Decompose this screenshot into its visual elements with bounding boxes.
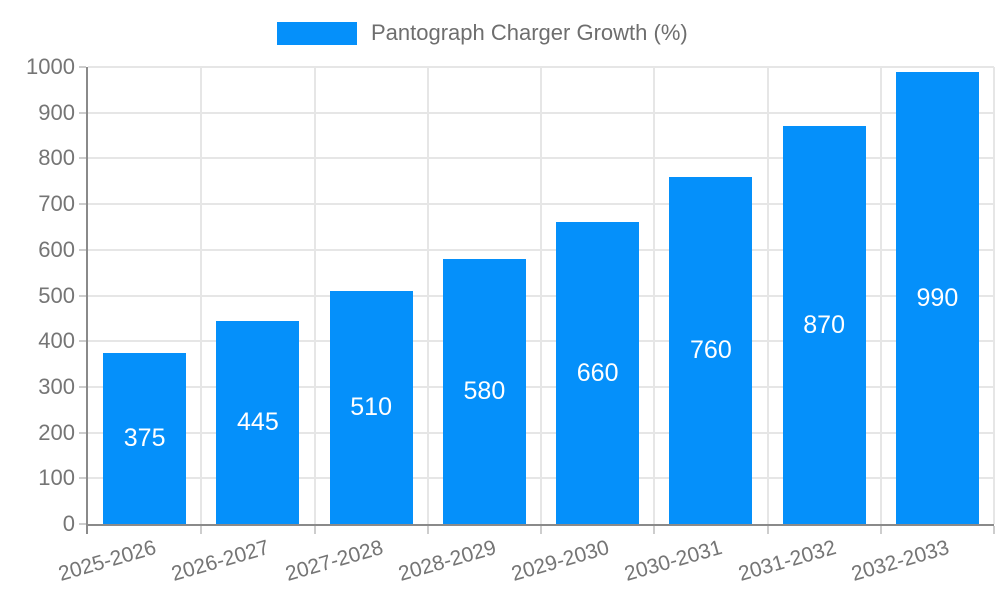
- bar-value-label: 760: [690, 336, 732, 365]
- bar-value-label: 990: [916, 283, 959, 312]
- x-axis-label: 2028-2029: [395, 536, 499, 586]
- legend-swatch: [277, 21, 357, 45]
- bar-2026-2027[interactable]: [216, 320, 300, 524]
- bar-value-label: 445: [237, 408, 279, 437]
- x-axis-label: 2026-2027: [169, 536, 273, 586]
- y-axis-tick: [79, 477, 86, 480]
- y-axis-tick-label: 400: [38, 328, 75, 354]
- y-axis-tick: [79, 340, 86, 343]
- y-axis-tick-label: 800: [38, 145, 75, 171]
- y-axis-tick: [79, 157, 86, 160]
- y-axis-tick: [79, 203, 86, 206]
- y-axis-tick-label: 300: [38, 373, 75, 399]
- y-axis-tick: [79, 294, 86, 297]
- y-axis-tick-label: 0: [62, 511, 75, 536]
- x-axis-label: 2027-2028: [282, 536, 386, 586]
- legend-label: Pantograph Charger Growth (%): [371, 20, 688, 45]
- gridline-vertical: [540, 67, 542, 524]
- bar-value-label: 580: [463, 377, 506, 406]
- x-axis-tick: [993, 526, 995, 534]
- y-axis-tick: [79, 523, 86, 525]
- bar-2029-2030[interactable]: [556, 222, 640, 524]
- y-axis-tick-label: 900: [38, 99, 75, 125]
- y-axis-tick-label: 700: [38, 191, 75, 217]
- y-axis-tick-label: 200: [38, 419, 75, 445]
- x-axis-tick: [540, 526, 542, 534]
- bar-2028-2029[interactable]: [442, 258, 526, 524]
- x-axis-label: 2032-2033: [848, 536, 952, 586]
- x-axis-tick: [879, 526, 882, 534]
- bar-2032-2033[interactable]: [895, 71, 979, 524]
- y-axis-tick: [79, 66, 86, 68]
- x-axis-label: 2025-2026: [56, 536, 159, 586]
- y-axis-tick: [79, 431, 86, 434]
- gridline-vertical: [766, 67, 769, 524]
- x-axis-tick: [426, 526, 429, 534]
- x-axis-tick: [766, 526, 769, 534]
- y-axis-tick-label: 100: [38, 465, 75, 491]
- plot-area: 0 100 200 300 400 500 600 700 800 900 1000 375 2025-…: [26, 54, 995, 586]
- x-axis-tick: [200, 526, 203, 534]
- bar-value-label: 660: [576, 359, 619, 388]
- bar-2027-2028[interactable]: [329, 290, 413, 524]
- y-axis-tick-label: 600: [38, 236, 75, 262]
- gridline-vertical: [879, 67, 882, 524]
- bar-value-label: 870: [803, 311, 845, 340]
- y-axis-tick: [79, 385, 86, 388]
- x-axis-tick: [313, 526, 316, 534]
- gridline-vertical: [426, 67, 429, 524]
- y-axis-tick: [79, 248, 86, 251]
- x-axis-label: 2031-2032: [735, 536, 839, 586]
- y-axis-tick-label: 500: [38, 282, 75, 308]
- x-axis-tick: [653, 526, 656, 534]
- gridline-vertical: [653, 67, 656, 524]
- chart-legend[interactable]: Pantograph Charger Growth (%): [277, 20, 688, 46]
- bar-2025-2026[interactable]: [103, 352, 187, 524]
- y-axis-tick: [79, 111, 86, 114]
- bar-2030-2031[interactable]: [669, 176, 753, 524]
- x-axis-label: 2030-2031: [622, 536, 726, 586]
- y-axis-line: [86, 67, 88, 534]
- bar-2031-2032[interactable]: [782, 126, 866, 524]
- x-axis-line: [86, 524, 994, 526]
- gridline-vertical: [313, 67, 316, 524]
- bar-value-label: 510: [350, 393, 392, 422]
- x-axis-label: 2029-2030: [509, 536, 612, 586]
- bar-value-label: 375: [123, 424, 166, 453]
- gridline-vertical: [993, 67, 995, 524]
- y-axis-tick-label: 1000: [26, 54, 75, 79]
- gridline-vertical: [200, 67, 203, 524]
